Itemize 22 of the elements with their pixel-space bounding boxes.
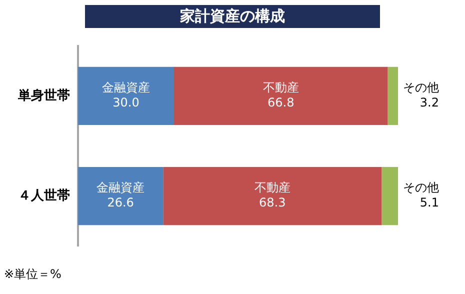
- data-label: 68.3: [259, 196, 286, 210]
- data-label: 26.6: [107, 196, 134, 210]
- bar: [388, 66, 398, 125]
- bar: [163, 167, 382, 226]
- bar: [78, 66, 174, 125]
- text: 不動産: [254, 180, 290, 195]
- series-label: 不動産: [262, 80, 299, 95]
- bar: [78, 167, 164, 226]
- series-label: 金融資産: [102, 80, 150, 95]
- chart-title: 家計資産の構成: [85, 5, 380, 28]
- data-label: 5.1: [420, 196, 440, 210]
- text: 金融資産: [96, 180, 145, 195]
- data-label: 66.8: [268, 96, 294, 110]
- text: その他: [403, 180, 439, 195]
- y-tick-label: ４人世帯: [18, 188, 70, 204]
- data-label: 3.2: [420, 96, 440, 110]
- series-label: その他: [403, 80, 439, 95]
- y-tick-label: 単身世帯: [17, 88, 70, 104]
- bar: [174, 66, 388, 125]
- data-label: 30.0: [112, 96, 140, 110]
- bar: [382, 167, 398, 226]
- text: ※単位＝%: [4, 266, 62, 283]
